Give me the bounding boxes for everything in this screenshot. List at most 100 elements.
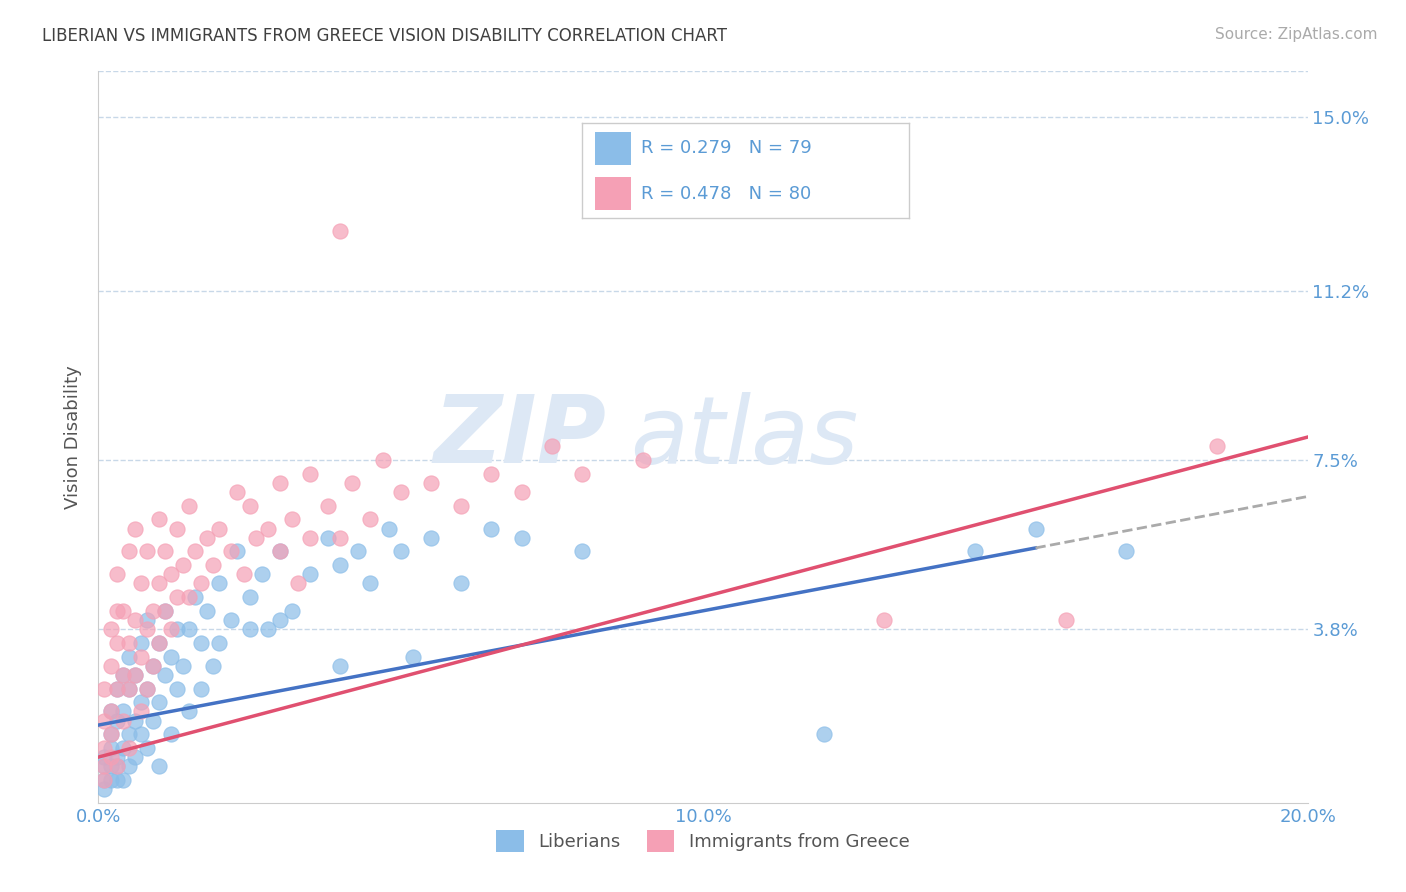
- Point: [105, 681, 128, 696]
- Point: [142, 658, 165, 673]
- Point: [111, 740, 134, 755]
- Point: [389, 544, 412, 558]
- Point: [129, 649, 152, 664]
- Point: [124, 750, 146, 764]
- Point: [148, 695, 170, 709]
- Point: [813, 727, 835, 741]
- Point: [105, 759, 128, 773]
- Point: [329, 558, 352, 573]
- Point: [118, 681, 141, 696]
- Point: [124, 521, 146, 535]
- Point: [360, 576, 382, 591]
- Point: [111, 714, 134, 728]
- Point: [100, 759, 122, 773]
- Point: [148, 636, 170, 650]
- Point: [105, 772, 128, 787]
- Point: [105, 567, 128, 582]
- Point: [124, 714, 146, 728]
- Point: [299, 467, 322, 481]
- Point: [118, 649, 141, 664]
- Point: [250, 567, 273, 582]
- Point: [105, 750, 128, 764]
- Point: [160, 622, 183, 636]
- Point: [105, 714, 128, 728]
- Point: [420, 531, 443, 545]
- Point: [172, 558, 194, 573]
- Point: [226, 544, 249, 558]
- Point: [100, 727, 122, 741]
- Point: [269, 613, 291, 627]
- Point: [148, 576, 170, 591]
- Point: [221, 613, 243, 627]
- Point: [965, 544, 987, 558]
- Point: [100, 705, 122, 719]
- Point: [135, 622, 157, 636]
- Point: [172, 658, 194, 673]
- Point: [153, 604, 176, 618]
- Text: ZIP: ZIP: [433, 391, 606, 483]
- Point: [450, 499, 472, 513]
- Point: [269, 544, 291, 558]
- Point: [202, 558, 225, 573]
- Point: [135, 740, 157, 755]
- Point: [118, 636, 141, 650]
- Point: [571, 544, 593, 558]
- Point: [100, 727, 122, 741]
- Point: [239, 590, 262, 604]
- Point: [190, 576, 212, 591]
- Point: [281, 512, 304, 526]
- Point: [93, 714, 115, 728]
- Point: [100, 658, 122, 673]
- Point: [256, 622, 278, 636]
- Point: [631, 453, 654, 467]
- Point: [111, 772, 134, 787]
- Point: [153, 604, 176, 618]
- Point: [105, 681, 128, 696]
- Point: [287, 576, 309, 591]
- Point: [316, 499, 339, 513]
- Point: [105, 759, 128, 773]
- Point: [190, 681, 212, 696]
- Point: [160, 649, 183, 664]
- Point: [166, 681, 188, 696]
- Point: [402, 649, 425, 664]
- Point: [510, 531, 533, 545]
- Point: [232, 567, 254, 582]
- Point: [299, 567, 322, 582]
- Point: [118, 759, 141, 773]
- Point: [208, 576, 231, 591]
- Point: [450, 576, 472, 591]
- Point: [93, 782, 115, 797]
- Point: [129, 727, 152, 741]
- Point: [100, 750, 122, 764]
- Point: [93, 740, 115, 755]
- Point: [347, 544, 370, 558]
- Point: [148, 636, 170, 650]
- Point: [179, 590, 201, 604]
- Point: [100, 772, 122, 787]
- Point: [160, 727, 183, 741]
- Point: [316, 531, 339, 545]
- Point: [1024, 521, 1046, 535]
- Point: [256, 521, 278, 535]
- Point: [124, 667, 146, 681]
- Point: [179, 705, 201, 719]
- Point: [142, 714, 165, 728]
- Point: [239, 499, 262, 513]
- Point: [190, 636, 212, 650]
- Point: [129, 705, 152, 719]
- Point: [166, 590, 188, 604]
- Point: [1115, 544, 1137, 558]
- Text: atlas: atlas: [630, 392, 859, 483]
- Point: [111, 705, 134, 719]
- Point: [118, 681, 141, 696]
- Point: [124, 613, 146, 627]
- Point: [93, 772, 115, 787]
- Point: [166, 521, 188, 535]
- Point: [481, 521, 503, 535]
- Point: [184, 590, 207, 604]
- Point: [208, 636, 231, 650]
- Point: [1054, 613, 1077, 627]
- Point: [329, 658, 352, 673]
- Point: [420, 475, 443, 490]
